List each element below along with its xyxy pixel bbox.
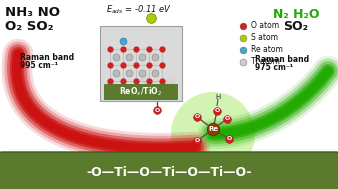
Text: H: H	[215, 94, 221, 100]
Text: Re atom: Re atom	[251, 46, 283, 54]
Text: Re: Re	[152, 91, 162, 97]
Text: O: O	[167, 78, 173, 84]
Text: S atom: S atom	[251, 33, 278, 43]
FancyBboxPatch shape	[104, 84, 178, 100]
Text: O: O	[194, 139, 200, 143]
Text: SO₂: SO₂	[283, 20, 308, 33]
Text: 995 cm⁻¹: 995 cm⁻¹	[20, 60, 58, 70]
Text: O: O	[224, 116, 230, 122]
Text: N₂ H₂O: N₂ H₂O	[273, 9, 319, 22]
Text: Re: Re	[208, 126, 218, 132]
Text: O atom: O atom	[251, 22, 279, 30]
Text: ReO$_x$/TiO$_2$: ReO$_x$/TiO$_2$	[119, 86, 163, 98]
Text: Raman band: Raman band	[20, 53, 74, 61]
Text: O: O	[141, 75, 147, 81]
Text: Raman band: Raman band	[255, 54, 309, 64]
FancyBboxPatch shape	[100, 26, 182, 101]
Text: Ti atom: Ti atom	[251, 57, 280, 67]
Text: O₂ SO₂: O₂ SO₂	[5, 19, 53, 33]
Text: -O—Ti—O—Ti—O—Ti—O-: -O—Ti—O—Ti—O—Ti—O-	[86, 166, 252, 178]
Text: O: O	[140, 90, 146, 94]
Circle shape	[171, 92, 255, 176]
Text: 975 cm⁻¹: 975 cm⁻¹	[255, 63, 293, 71]
Text: O: O	[194, 115, 200, 119]
Text: NH₃ NO: NH₃ NO	[5, 5, 60, 19]
FancyBboxPatch shape	[0, 152, 338, 189]
Text: $E_{ads}$ = -0.11 eV: $E_{ads}$ = -0.11 eV	[106, 4, 172, 16]
Text: O: O	[214, 108, 220, 114]
Text: O: O	[154, 108, 160, 112]
Text: O: O	[226, 136, 232, 142]
